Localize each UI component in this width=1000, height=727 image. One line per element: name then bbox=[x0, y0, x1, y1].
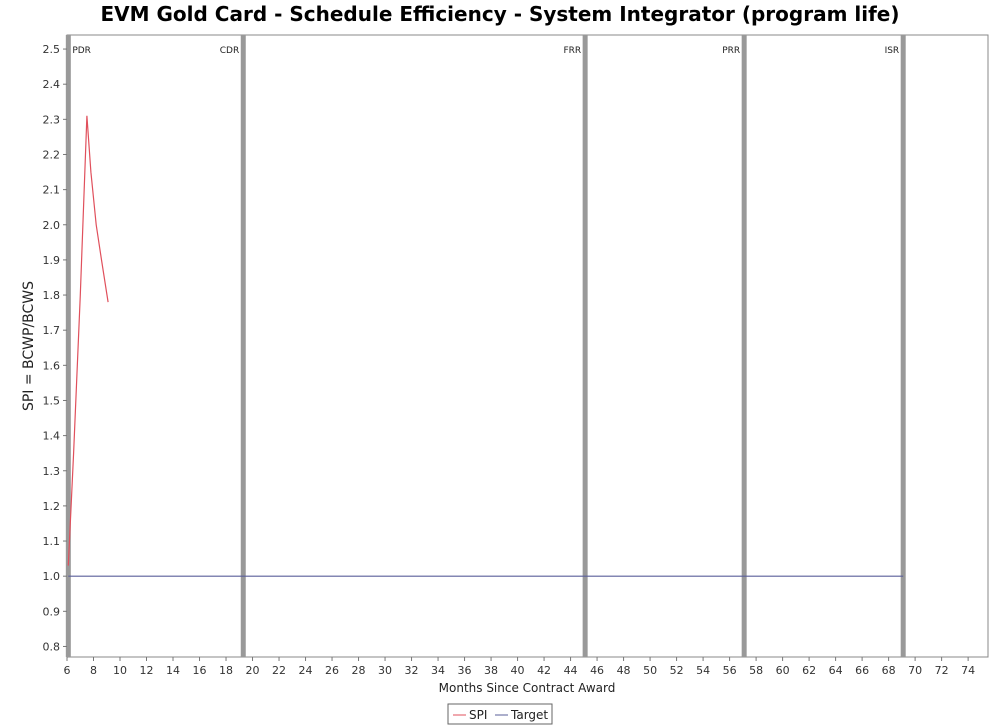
x-axis-label: Months Since Contract Award bbox=[439, 681, 616, 695]
y-tick-label: 1.6 bbox=[43, 359, 61, 372]
x-tick-label: 26 bbox=[325, 664, 339, 677]
x-tick-label: 62 bbox=[802, 664, 816, 677]
y-tick-label: 1.8 bbox=[43, 289, 61, 302]
x-tick-label: 14 bbox=[166, 664, 180, 677]
x-tick-label: 36 bbox=[458, 664, 472, 677]
x-tick-label: 30 bbox=[378, 664, 392, 677]
x-tick-label: 48 bbox=[617, 664, 631, 677]
y-tick-label: 0.8 bbox=[43, 640, 61, 653]
x-tick-label: 70 bbox=[908, 664, 922, 677]
x-tick-label: 8 bbox=[90, 664, 97, 677]
x-tick-label: 34 bbox=[431, 664, 445, 677]
y-tick-label: 1.0 bbox=[43, 570, 61, 583]
x-tick-label: 18 bbox=[219, 664, 233, 677]
x-tick-label: 64 bbox=[829, 664, 843, 677]
x-tick-label: 74 bbox=[961, 664, 975, 677]
x-tick-label: 24 bbox=[299, 664, 313, 677]
x-tick-label: 56 bbox=[723, 664, 737, 677]
x-tick-label: 68 bbox=[882, 664, 896, 677]
y-tick-label: 2.3 bbox=[43, 113, 61, 126]
x-tick-label: 72 bbox=[935, 664, 949, 677]
milestone-label-frr: FRR bbox=[563, 46, 581, 56]
y-tick-label: 1.9 bbox=[43, 254, 61, 267]
y-tick-label: 1.2 bbox=[43, 500, 61, 513]
x-tick-label: 58 bbox=[749, 664, 763, 677]
y-tick-label: 2.5 bbox=[43, 43, 61, 56]
legend-entry-spi: SPI bbox=[469, 708, 487, 722]
milestone-label-prr: PRR bbox=[722, 46, 740, 56]
x-tick-label: 46 bbox=[590, 664, 604, 677]
x-tick-label: 20 bbox=[246, 664, 260, 677]
x-tick-label: 6 bbox=[64, 664, 71, 677]
plot-area bbox=[66, 34, 989, 658]
x-tick-label: 10 bbox=[113, 664, 127, 677]
y-axis: 0.8 0.9 1.0 1.1 1.2 1.3 1.4 1.5 1.6 1.7 1.8 1.9 2.0 2… bbox=[43, 43, 67, 653]
x-tick-label: 50 bbox=[643, 664, 657, 677]
y-tick-label: 2.0 bbox=[43, 219, 61, 232]
milestone-label-pdr: PDR bbox=[72, 46, 91, 56]
x-tick-label: 42 bbox=[537, 664, 551, 677]
chart-title: EVM Gold Card - Schedule Efficiency - Sy… bbox=[100, 2, 899, 26]
y-tick-label: 1.3 bbox=[43, 465, 61, 478]
y-tick-label: 2.1 bbox=[43, 184, 61, 197]
series-layer bbox=[67, 115, 904, 577]
y-tick-label: 2.2 bbox=[43, 148, 61, 161]
series-line-spi bbox=[67, 115, 109, 566]
milestone-label-isr: ISR bbox=[885, 46, 900, 56]
x-axis: 6 8 10 12 14 16 18 20 22 24 26 28 30 32 34 36 38 40 42 44 46… bbox=[64, 657, 975, 677]
legend-box bbox=[447, 703, 553, 725]
legend: SPI Target bbox=[447, 703, 553, 725]
x-tick-label: 32 bbox=[405, 664, 419, 677]
y-axis-label: SPI = BCWP/BCWS bbox=[21, 281, 37, 411]
x-tick-label: 16 bbox=[193, 664, 207, 677]
y-tick-label: 1.4 bbox=[43, 430, 61, 443]
milestone-label-cdr: CDR bbox=[220, 46, 239, 56]
x-tick-label: 22 bbox=[272, 664, 286, 677]
y-tick-label: 0.9 bbox=[43, 605, 61, 618]
y-tick-label: 2.4 bbox=[43, 78, 61, 91]
x-tick-label: 44 bbox=[564, 664, 578, 677]
x-tick-label: 40 bbox=[511, 664, 525, 677]
x-tick-label: 28 bbox=[352, 664, 366, 677]
x-tick-label: 60 bbox=[776, 664, 790, 677]
x-tick-label: 52 bbox=[670, 664, 684, 677]
x-tick-label: 66 bbox=[855, 664, 869, 677]
y-tick-label: 1.7 bbox=[43, 324, 61, 337]
x-tick-label: 54 bbox=[696, 664, 710, 677]
y-tick-label: 1.5 bbox=[43, 394, 61, 407]
y-tick-label: 1.1 bbox=[43, 535, 61, 548]
x-tick-label: 38 bbox=[484, 664, 498, 677]
legend-entry-target: Target bbox=[510, 708, 548, 722]
x-tick-label: 12 bbox=[140, 664, 154, 677]
